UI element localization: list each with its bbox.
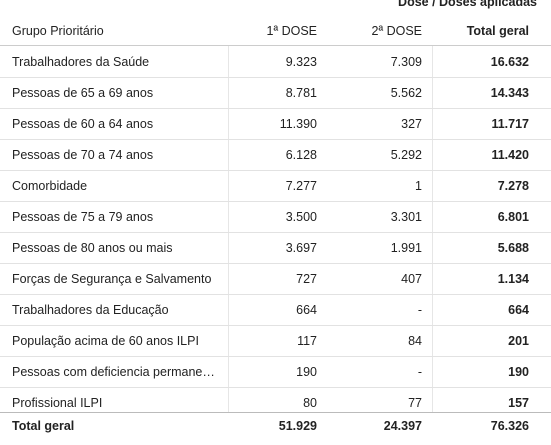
cell-value: 3.697	[285, 241, 317, 255]
cell-value: 190	[508, 365, 529, 379]
total-value: 24.397	[383, 419, 422, 433]
cell-value: 6.128	[285, 148, 317, 162]
super-header: Dose / Doses aplicadas	[398, 0, 537, 9]
table-body: Grupo Prioritário 1ª DOSE 2ª DOSE Total ger…	[0, 24, 551, 412]
cell-value: 16.632	[490, 55, 529, 69]
column-separator	[432, 46, 433, 412]
row-divider	[0, 170, 551, 171]
row-label: População acima de 60 anos ILPI	[12, 334, 199, 348]
cell-value: 407	[401, 272, 422, 286]
row-divider	[0, 232, 551, 233]
cell-value: 6.801	[497, 210, 529, 224]
row-divider	[0, 108, 551, 109]
cell-value: 14.343	[490, 86, 529, 100]
column-header: 2ª DOSE	[371, 24, 422, 38]
total-row: Total geral 51.929 24.397 76.326	[0, 412, 551, 441]
row-label: Pessoas de 60 a 64 anos	[12, 117, 154, 131]
cell-value: -	[417, 303, 422, 317]
cell-value: 84	[408, 334, 422, 348]
column-header: Grupo Prioritário	[12, 24, 104, 38]
row-label: Pessoas de 70 a 74 anos	[12, 148, 154, 162]
cell-value: 77	[408, 396, 422, 410]
cell-value: -	[417, 365, 422, 379]
row-divider	[0, 387, 551, 388]
row-label: Trabalhadores da Educação	[12, 303, 169, 317]
cell-value: 664	[296, 303, 317, 317]
cell-value: 9.323	[285, 55, 317, 69]
cell-value: 11.390	[279, 117, 317, 131]
cell-value: 327	[401, 117, 422, 131]
cell-value: 8.781	[285, 86, 317, 100]
column-header: 1ª DOSE	[266, 24, 317, 38]
cell-value: 1.991	[390, 241, 422, 255]
cell-value: 80	[303, 396, 317, 410]
row-divider	[0, 77, 551, 78]
cell-value: 7.277	[285, 179, 317, 193]
row-divider	[0, 201, 551, 202]
cell-value: 664	[508, 303, 529, 317]
row-divider	[0, 45, 551, 46]
cell-value: 727	[296, 272, 317, 286]
row-label: Trabalhadores da Saúde	[12, 55, 150, 69]
column-header: Total geral	[466, 24, 529, 38]
cell-value: 5.562	[390, 86, 422, 100]
row-label: Pessoas de 65 a 69 anos	[12, 86, 154, 100]
row-divider	[0, 263, 551, 264]
cell-value: 11.717	[491, 117, 529, 131]
cell-value: 1.134	[497, 272, 529, 286]
cell-value: 7.278	[497, 179, 529, 193]
cell-value: 5.688	[497, 241, 529, 255]
cell-value: 5.292	[390, 148, 422, 162]
total-value: 76.326	[490, 419, 529, 433]
cell-value: 190	[296, 365, 317, 379]
row-divider	[0, 294, 551, 295]
row-label: Pessoas com deficiencia permane…	[12, 365, 215, 379]
total-value: 51.929	[278, 419, 317, 433]
row-divider	[0, 325, 551, 326]
row-label: Pessoas de 80 anos ou mais	[12, 241, 173, 255]
row-label: Forças de Segurança e Salvamento	[12, 272, 212, 286]
cell-value: 201	[508, 334, 529, 348]
row-label: Profissional ILPI	[12, 396, 103, 410]
column-separator	[228, 46, 229, 412]
cell-value: 7.309	[390, 55, 422, 69]
total-label: Total geral	[12, 419, 75, 433]
row-label: Pessoas de 75 a 79 anos	[12, 210, 154, 224]
cell-value: 117	[297, 334, 317, 348]
cell-value: 1	[415, 179, 422, 193]
row-divider	[0, 356, 551, 357]
row-label: Comorbidade	[12, 179, 88, 193]
cell-value: 3.500	[285, 210, 317, 224]
row-divider	[0, 139, 551, 140]
cell-value: 11.420	[491, 148, 529, 162]
cell-value: 157	[508, 396, 529, 410]
cell-value: 3.301	[390, 210, 422, 224]
